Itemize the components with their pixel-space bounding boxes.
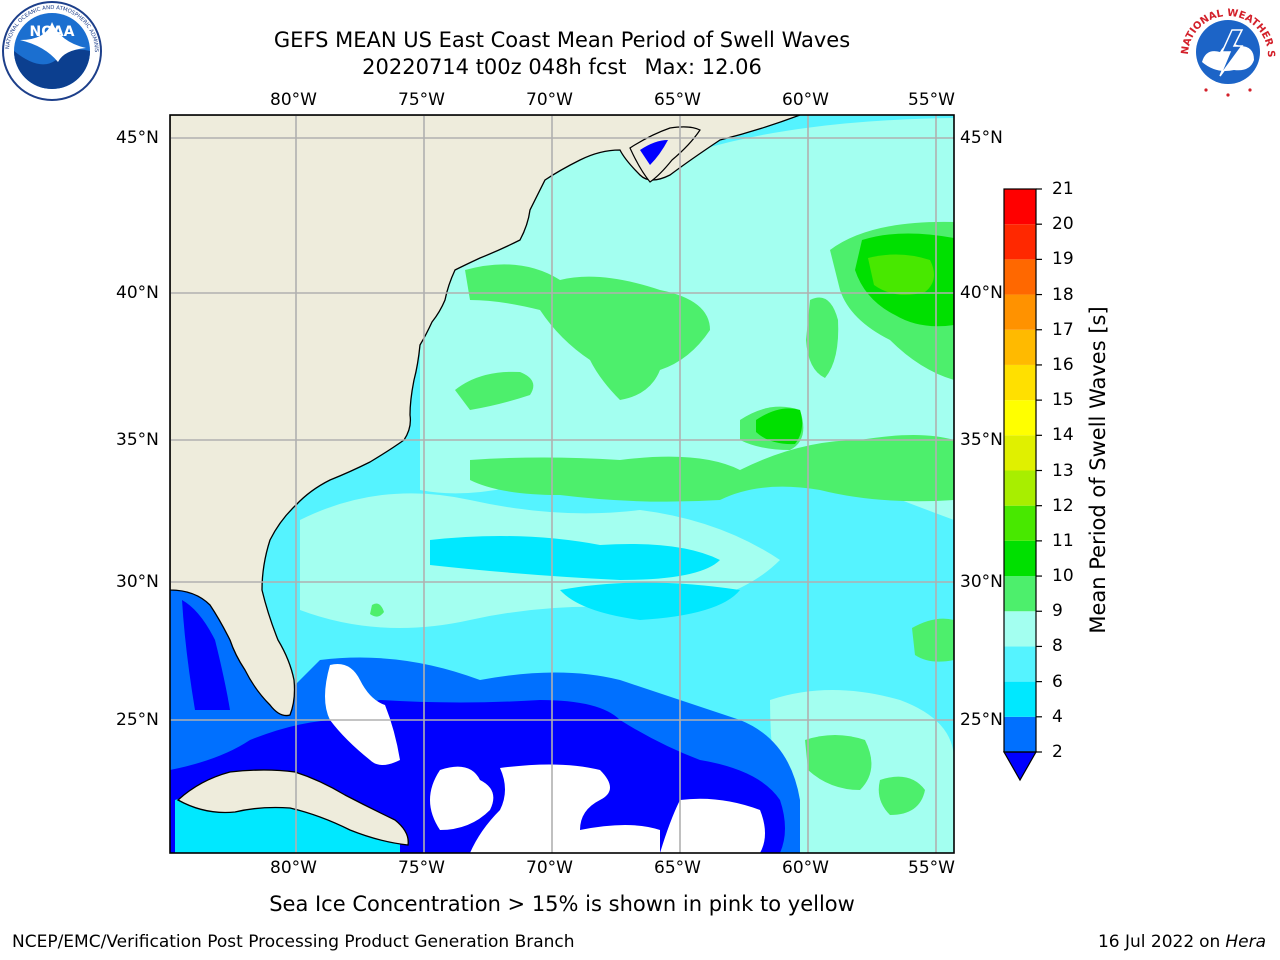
colorbar-tick-label: 4 bbox=[1052, 706, 1063, 727]
swell-9-10s-patch-3 bbox=[470, 435, 954, 502]
colorbar-label: Mean Period of Swell Waves [s] bbox=[1086, 306, 1110, 634]
footer-date-host: 16 Jul 2022 on Hera bbox=[1098, 932, 1266, 952]
colorbar-tick-label: 19 bbox=[1052, 249, 1074, 270]
colorbar-tick-label: 15 bbox=[1052, 390, 1074, 411]
lon-label-bottom-70w: 70°W bbox=[526, 858, 573, 878]
lon-label-top-60w: 60°W bbox=[782, 90, 829, 110]
colorbar-tick-label: 21 bbox=[1052, 179, 1074, 199]
footer-organization: NCEP/EMC/Verification Post Processing Pr… bbox=[12, 932, 575, 952]
colorbar-segment bbox=[1004, 294, 1036, 330]
footer-on: on bbox=[1199, 932, 1221, 952]
nws-logo: NATIONAL WEATHER SERVICE bbox=[1176, 0, 1276, 99]
swell-9-10s-patch-8 bbox=[878, 776, 925, 815]
lat-label-right-35n: 35°N bbox=[960, 430, 1003, 450]
no-data-caribbean-2 bbox=[470, 764, 660, 853]
lon-label-bottom-65w: 65°W bbox=[654, 858, 701, 878]
colorbar-segment bbox=[1004, 716, 1036, 752]
colorbar-segment bbox=[1004, 329, 1036, 365]
colorbar-segment bbox=[1004, 364, 1036, 401]
lat-label-right-40n: 40°N bbox=[960, 283, 1003, 303]
colorbar-segment bbox=[1004, 681, 1036, 717]
lon-label-top-80w: 80°W bbox=[270, 90, 317, 110]
swell-9-10s-patch-7 bbox=[805, 735, 872, 790]
colorbar-tick-label: 2 bbox=[1052, 742, 1063, 762]
colorbar-segment bbox=[1004, 576, 1036, 612]
lon-label-bottom-75w: 75°W bbox=[398, 858, 445, 878]
colorbar-segment bbox=[1004, 505, 1036, 541]
lon-label-top-65w: 65°W bbox=[654, 90, 701, 110]
swell-10-11s-core-2 bbox=[756, 408, 803, 445]
colorbar-extend-triangle bbox=[1002, 751, 1038, 782]
max-value: Max: 12.06 bbox=[644, 55, 762, 79]
noaa-text: NOAA bbox=[30, 24, 75, 40]
land-nova-scotia bbox=[629, 126, 701, 183]
lon-label-top-75w: 75°W bbox=[398, 90, 445, 110]
swell-9-10s-patch-9 bbox=[912, 618, 954, 662]
swell-6-8s-band-1 bbox=[430, 536, 720, 580]
lat-label-left-40n: 40°N bbox=[116, 283, 159, 303]
lat-label-right-25n: 25°N bbox=[960, 710, 1003, 730]
colorbar-tick-label: 13 bbox=[1052, 460, 1074, 481]
chart-title: GEFS MEAN US East Coast Mean Period of S… bbox=[273, 28, 851, 52]
colorbar-tick-label: 17 bbox=[1052, 319, 1074, 340]
colorbar-tick-label: 10 bbox=[1052, 566, 1074, 587]
graticule bbox=[170, 115, 954, 853]
lat-label-left-45n: 45°N bbox=[116, 128, 159, 148]
colorbar-tick-label: 9 bbox=[1052, 601, 1063, 622]
swell-11-12s-core bbox=[868, 254, 934, 295]
colorbar bbox=[1002, 188, 1042, 782]
swell-2-4s-gulf bbox=[182, 600, 230, 710]
colorbar-tick-label: 8 bbox=[1052, 636, 1063, 657]
colorbar-segment bbox=[1004, 435, 1036, 471]
swell-9-10s-patch-2 bbox=[455, 371, 534, 410]
colorbar-tick-label: 12 bbox=[1052, 495, 1074, 516]
colorbar-tick-label: 11 bbox=[1052, 530, 1074, 551]
lon-label-bottom-55w: 55°W bbox=[908, 858, 955, 878]
swell-9-10s-patch-10 bbox=[370, 603, 384, 617]
lon-label-top-70w: 70°W bbox=[526, 90, 573, 110]
colorbar-segment bbox=[1004, 611, 1036, 647]
colorbar-tick-label: 14 bbox=[1052, 425, 1074, 446]
lon-label-bottom-80w: 80°W bbox=[270, 858, 317, 878]
no-data-caribbean-1 bbox=[430, 766, 494, 830]
colorbar-tick-label: 6 bbox=[1052, 671, 1063, 692]
sea-ice-note: Sea Ice Concentration > 15% is shown in … bbox=[269, 892, 855, 916]
colorbar-segment bbox=[1004, 646, 1036, 682]
forecast-run: 20220714 t00z 048h fcst bbox=[362, 55, 627, 79]
no-data-bahamas bbox=[325, 664, 400, 765]
footer-date: 16 Jul 2022 bbox=[1097, 932, 1195, 952]
noaa-logo: NATIONAL OCEANIC AND ATMOSPHERIC ADMINIS… bbox=[0, 0, 102, 101]
lat-label-right-30n: 30°N bbox=[960, 572, 1003, 592]
swell-9-10s-patch-1 bbox=[465, 264, 710, 400]
colorbar-segment bbox=[1004, 259, 1036, 295]
swell-9-10s-patch-4 bbox=[806, 297, 839, 378]
colorbar-tick-label: 16 bbox=[1052, 354, 1074, 375]
chart-subtitle: 20220714 t00z 048h fcst Max: 12.06 bbox=[170, 54, 954, 80]
lon-label-top-55w: 55°W bbox=[908, 90, 955, 110]
colorbar-tick-label: 18 bbox=[1052, 284, 1074, 305]
colorbar-segment bbox=[1004, 224, 1036, 260]
lat-label-left-25n: 25°N bbox=[116, 710, 159, 730]
colorbar-segment bbox=[1004, 470, 1036, 506]
swell-6-8s-band-2 bbox=[560, 582, 740, 620]
lat-label-left-35n: 35°N bbox=[116, 430, 159, 450]
map-frame bbox=[169, 114, 955, 854]
lat-label-left-30n: 30°N bbox=[116, 572, 159, 592]
colorbar-segment bbox=[1004, 540, 1036, 577]
footer-host: Hera bbox=[1225, 932, 1266, 952]
land-cuba bbox=[176, 769, 409, 846]
no-data-caribbean-3 bbox=[660, 798, 765, 853]
land-us-east-coast bbox=[170, 115, 801, 717]
lon-label-bottom-60w: 60°W bbox=[782, 858, 829, 878]
colorbar-segment bbox=[1004, 189, 1036, 225]
lat-label-right-45n: 45°N bbox=[960, 128, 1003, 148]
bay-of-fundy bbox=[640, 140, 668, 165]
colorbar-tick-label: 20 bbox=[1052, 214, 1074, 235]
colorbar-segment bbox=[1004, 400, 1036, 436]
